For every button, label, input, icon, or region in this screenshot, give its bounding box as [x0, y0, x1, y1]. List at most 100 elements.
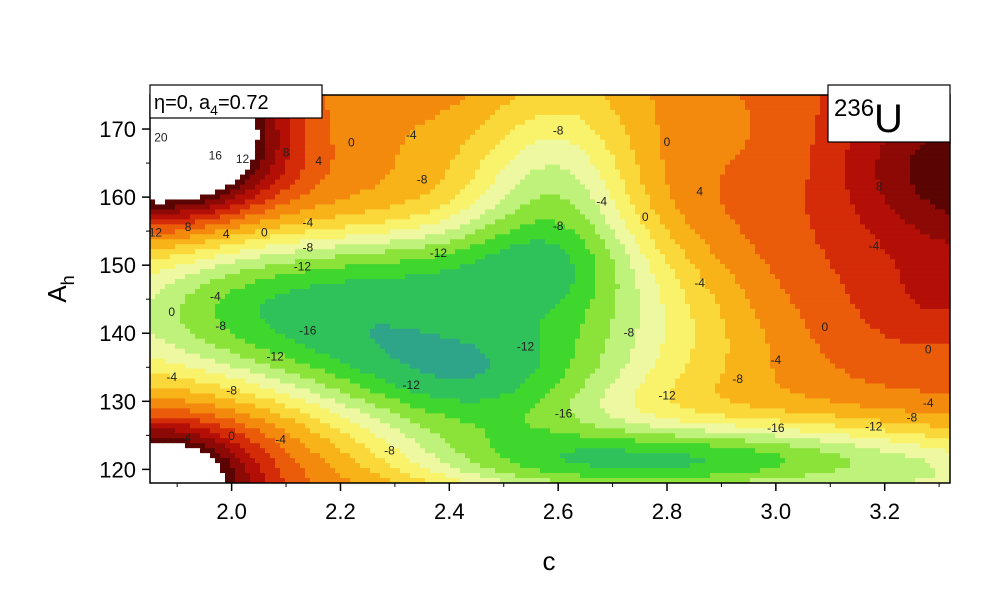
- contour-cell: [815, 204, 821, 211]
- contour-cell: [555, 114, 561, 121]
- contour-cell: [405, 234, 411, 240]
- contour-cell: [415, 129, 421, 136]
- contour-cell: [275, 119, 281, 126]
- contour-cell: [870, 229, 876, 235]
- contour-cell: [300, 164, 306, 171]
- contour-cell: [155, 119, 161, 126]
- contour-cell: [400, 214, 406, 220]
- contour-cell: [765, 129, 771, 136]
- contour-cell: [690, 174, 696, 181]
- contour-cell: [470, 199, 476, 206]
- contour-cell: [310, 239, 316, 245]
- contour-cell: [515, 119, 521, 126]
- contour-cell: [285, 184, 291, 191]
- contour-cell: [700, 174, 706, 181]
- contour-cell: [205, 234, 211, 240]
- contour-cell: [235, 119, 241, 126]
- contour-cell: [235, 174, 241, 181]
- contour-cell: [665, 199, 671, 206]
- contour-cell: [550, 144, 556, 151]
- contour-cell: [705, 174, 711, 181]
- contour-cell: [150, 204, 156, 211]
- contour-cell: [620, 104, 626, 111]
- contour-cell: [385, 134, 391, 141]
- contour-cell: [480, 239, 486, 245]
- contour-cell: [190, 224, 196, 230]
- contour-cell: [565, 184, 571, 191]
- contour-cell: [565, 189, 571, 196]
- contour-cell: [325, 184, 331, 191]
- contour-cell: [290, 204, 296, 211]
- contour-cell: [245, 239, 251, 245]
- contour-cell: [675, 219, 681, 225]
- contour-cell: [165, 129, 171, 136]
- contour-cell: [435, 154, 441, 161]
- contour-cell: [795, 214, 801, 220]
- contour-cell: [185, 189, 191, 196]
- contour-cell: [755, 154, 761, 161]
- contour-cell: [505, 189, 511, 196]
- contour-cell: [680, 239, 686, 245]
- contour-cell: [265, 174, 271, 181]
- contour-cell: [515, 139, 521, 146]
- contour-cell: [430, 179, 436, 186]
- contour-cell: [740, 204, 746, 211]
- contour-cell: [875, 224, 881, 230]
- contour-cell: [875, 199, 881, 206]
- contour-cell: [630, 209, 636, 215]
- contour-cell: [200, 184, 206, 191]
- contour-cell: [475, 179, 481, 186]
- contour-cell: [480, 179, 486, 186]
- contour-cell: [525, 244, 531, 250]
- contour-cell: [690, 134, 696, 141]
- contour-cell: [585, 144, 591, 151]
- contour-cell: [895, 209, 901, 215]
- contour-cell: [235, 184, 241, 191]
- contour-cell: [820, 159, 826, 166]
- contour-cell: [355, 234, 361, 240]
- contour-cell: [580, 109, 586, 116]
- contour-cell: [885, 239, 891, 245]
- contour-cell: [630, 194, 636, 201]
- contour-cell: [285, 244, 291, 250]
- contour-cell: [780, 234, 786, 240]
- contour-cell: [170, 229, 176, 235]
- contour-cell: [545, 224, 551, 230]
- contour-cell: [850, 229, 856, 235]
- contour-cell: [495, 124, 501, 131]
- contour-cell: [940, 229, 946, 235]
- contour-cell: [665, 119, 671, 126]
- contour-cell: [425, 244, 431, 250]
- contour-cell: [235, 124, 241, 131]
- contour-cell: [825, 144, 831, 151]
- contour-cell: [755, 214, 761, 220]
- contour-cell: [895, 244, 901, 250]
- contour-cell: [870, 244, 876, 250]
- contour-cell: [310, 144, 316, 151]
- contour-cell: [775, 154, 781, 161]
- contour-cell: [840, 244, 846, 250]
- contour-cell: [385, 184, 391, 191]
- contour-cell: [190, 169, 196, 176]
- contour-cell: [790, 209, 796, 215]
- contour-cell: [560, 199, 566, 206]
- contour-cell: [210, 184, 216, 191]
- contour-cell: [405, 114, 411, 121]
- contour-cell: [315, 219, 321, 225]
- contour-cell: [320, 174, 326, 181]
- contour-cell: [390, 169, 396, 176]
- contour-cell: [460, 139, 466, 146]
- contour-cell: [680, 119, 686, 126]
- contour-cell: [905, 184, 911, 191]
- contour-cell: [935, 199, 941, 206]
- contour-cell: [415, 134, 421, 141]
- contour-cell: [890, 204, 896, 211]
- contour-cell: [830, 224, 836, 230]
- contour-cell: [495, 239, 501, 245]
- contour-cell: [835, 169, 841, 176]
- contour-cell: [630, 144, 636, 151]
- contour-cell: [730, 179, 736, 186]
- contour-cell: [815, 179, 821, 186]
- contour-cell: [685, 109, 691, 116]
- contour-cell: [515, 154, 521, 161]
